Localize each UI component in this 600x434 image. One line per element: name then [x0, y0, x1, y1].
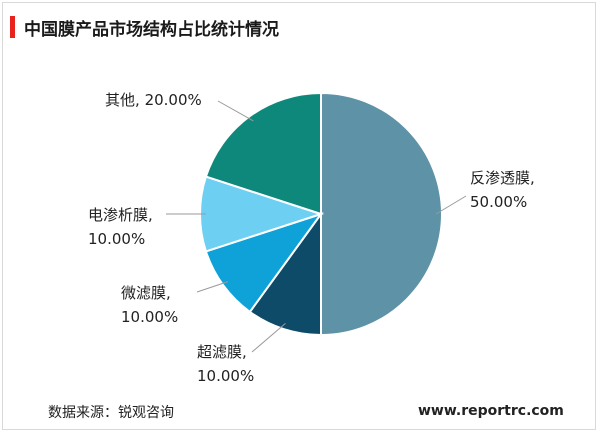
label-other: 其他, 20.00%: [105, 91, 202, 109]
slice-microfiltration: [204, 212, 324, 314]
slice-value: 20.00%: [144, 91, 202, 109]
chart-title: 中国膜产品市场结构占比统计情况: [24, 20, 279, 40]
slice-label: 反渗透膜: [470, 169, 531, 187]
leader-line: [217, 100, 254, 122]
leader-line: [251, 322, 286, 353]
slice-value: 50.00%: [470, 193, 528, 211]
slice-ultrafiltration: [248, 210, 322, 337]
slice-value: 10.00%: [88, 230, 146, 248]
slice-label: 电渗析膜: [88, 206, 149, 224]
slice-other: [204, 91, 322, 216]
slice-label: 其他: [105, 91, 136, 109]
label-reverse-osmosis: 反渗透膜, 50.00%: [470, 166, 535, 214]
slice-reverse-osmosis: [320, 91, 443, 337]
title-accent-bar: [10, 16, 15, 38]
slice-label: 超滤膜: [197, 343, 243, 361]
label-ultrafiltration: 超滤膜, 10.00%: [197, 340, 254, 388]
slice-value: 10.00%: [197, 367, 255, 385]
label-electrodialysis: 电渗析膜, 10.00%: [88, 203, 153, 251]
leader-line: [196, 281, 229, 293]
data-source: 数据来源：锐观咨询: [48, 405, 174, 421]
label-microfiltration: 微滤膜, 10.00%: [121, 281, 178, 329]
slice-value: 10.00%: [121, 308, 179, 326]
slice-label: 微滤膜: [121, 284, 167, 302]
website-url: www.reportrc.com: [418, 403, 564, 419]
leader-line: [435, 195, 467, 215]
